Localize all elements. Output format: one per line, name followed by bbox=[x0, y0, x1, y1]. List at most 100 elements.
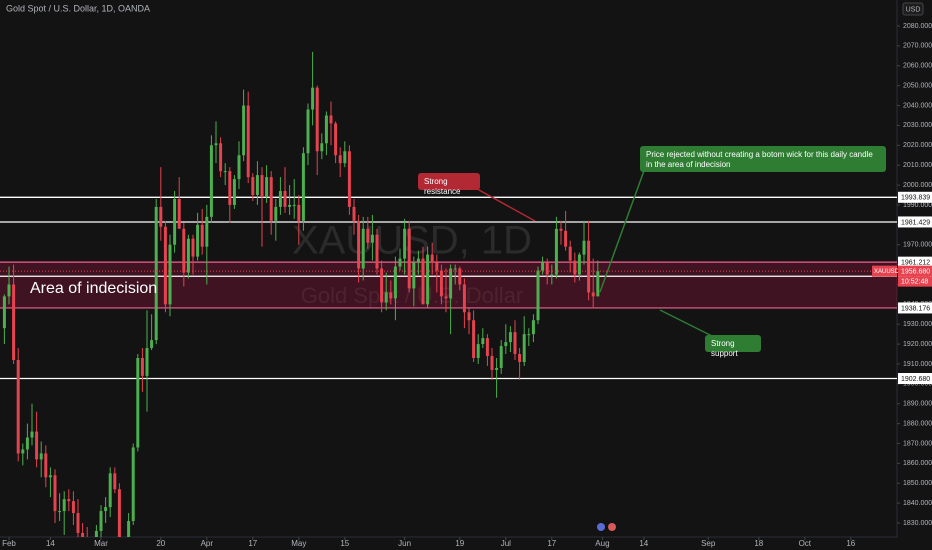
candle-body bbox=[329, 115, 333, 124]
candle-body bbox=[384, 292, 388, 303]
candle-body bbox=[12, 284, 16, 360]
x-tick-label: Apr bbox=[201, 539, 214, 548]
candle-body bbox=[223, 171, 227, 173]
candle-body bbox=[393, 266, 397, 299]
candle-body bbox=[94, 530, 98, 537]
candle-body bbox=[357, 220, 361, 269]
level-box bbox=[898, 216, 932, 228]
candle-body bbox=[564, 230, 568, 247]
x-tick-label: 17 bbox=[547, 539, 556, 548]
candle-body bbox=[260, 175, 264, 197]
candle-body bbox=[182, 228, 186, 273]
candle-body bbox=[380, 268, 384, 303]
candles bbox=[2, 51, 600, 537]
x-tick-label: Oct bbox=[799, 539, 812, 548]
candle-body bbox=[375, 234, 379, 269]
candle-body bbox=[435, 262, 439, 271]
y-tick-label: 1850.000 bbox=[903, 480, 932, 487]
zone bbox=[0, 262, 897, 308]
candle-body bbox=[407, 228, 411, 289]
candle-body bbox=[449, 268, 453, 299]
countdown: 10:52:48 bbox=[901, 279, 928, 286]
price-label: 1956.680 bbox=[901, 269, 930, 276]
candle-body bbox=[25, 437, 29, 450]
candle-body bbox=[490, 356, 494, 370]
candle-body bbox=[297, 204, 301, 221]
symbol-label: XAUUSD bbox=[874, 269, 900, 275]
y-tick-label: 2080.000 bbox=[903, 23, 932, 30]
level-label: 1981.429 bbox=[901, 219, 930, 226]
candle-body bbox=[412, 262, 416, 289]
candle-body bbox=[485, 338, 489, 357]
candle-body bbox=[426, 254, 430, 305]
level-label: 1902.680 bbox=[901, 376, 930, 383]
candle-body bbox=[154, 206, 158, 341]
y-tick-label: 1920.000 bbox=[903, 341, 932, 348]
x-tick-label: 18 bbox=[754, 539, 763, 548]
zone-text: Area of indecision bbox=[30, 280, 158, 297]
x-tick-label: 14 bbox=[639, 539, 648, 548]
y-tick-label: 2070.000 bbox=[903, 43, 932, 50]
candle-body bbox=[21, 449, 25, 454]
y-tick-label: 1990.000 bbox=[903, 202, 932, 209]
candle-body bbox=[458, 268, 462, 285]
x-tick-label: Feb bbox=[2, 539, 16, 548]
watermark-symbol: XAUUSD, 1D bbox=[292, 219, 532, 263]
y-tick-label: 2030.000 bbox=[903, 122, 932, 129]
candle-body bbox=[58, 511, 62, 513]
x-tick-label: Jul bbox=[501, 539, 511, 548]
candle-body bbox=[242, 105, 246, 156]
candle-body bbox=[338, 155, 342, 164]
candle-body bbox=[582, 240, 586, 255]
candle-body bbox=[62, 499, 66, 512]
candle-body bbox=[352, 206, 356, 221]
candle-body bbox=[508, 332, 512, 343]
candle-body bbox=[71, 501, 75, 514]
candle-body bbox=[453, 268, 457, 270]
candle-body bbox=[403, 228, 407, 259]
y-tick-label: 1830.000 bbox=[903, 520, 932, 527]
candle-body bbox=[228, 171, 232, 205]
candle-body bbox=[274, 206, 278, 221]
candle-body bbox=[30, 431, 34, 438]
annotation: Strong resistance bbox=[418, 173, 480, 196]
candle-body bbox=[476, 344, 480, 358]
candle-body bbox=[145, 348, 149, 376]
candle-body bbox=[559, 228, 563, 231]
candle-body bbox=[343, 151, 347, 164]
candle-body bbox=[209, 145, 213, 217]
x-tick-label: May bbox=[291, 539, 306, 548]
y-tick-label: 2000.000 bbox=[903, 182, 932, 189]
candle-body bbox=[200, 224, 204, 247]
resistance-pointer bbox=[469, 184, 536, 222]
candle-body bbox=[113, 473, 117, 490]
candle-body bbox=[306, 109, 310, 154]
candle-body bbox=[278, 191, 282, 207]
x-tick-label: Mar bbox=[94, 539, 108, 548]
candle-body bbox=[205, 216, 209, 247]
level-box bbox=[898, 191, 932, 203]
candle-body bbox=[311, 87, 315, 110]
x-tick-label: Jun bbox=[398, 539, 411, 548]
candle-body bbox=[283, 191, 287, 207]
candle-body bbox=[269, 177, 273, 221]
candle-body bbox=[219, 143, 223, 172]
candle-body bbox=[550, 274, 554, 276]
candle-body bbox=[2, 296, 6, 329]
candle-body bbox=[504, 342, 508, 347]
y-tick-label: 1860.000 bbox=[903, 460, 932, 467]
countdown-box bbox=[898, 276, 932, 287]
candle-body bbox=[361, 228, 365, 269]
candle-body bbox=[39, 453, 43, 460]
candle-body bbox=[573, 260, 577, 275]
x-tick-label: 19 bbox=[455, 539, 464, 548]
candle-body bbox=[35, 431, 39, 460]
candle-body bbox=[577, 254, 581, 275]
candle-body bbox=[186, 238, 190, 273]
y-tick-label: 1900.000 bbox=[903, 381, 932, 388]
candle-body bbox=[513, 332, 517, 355]
candle-body bbox=[389, 292, 393, 299]
y-tick-label: 1930.000 bbox=[903, 321, 932, 328]
candle-body bbox=[370, 234, 374, 243]
